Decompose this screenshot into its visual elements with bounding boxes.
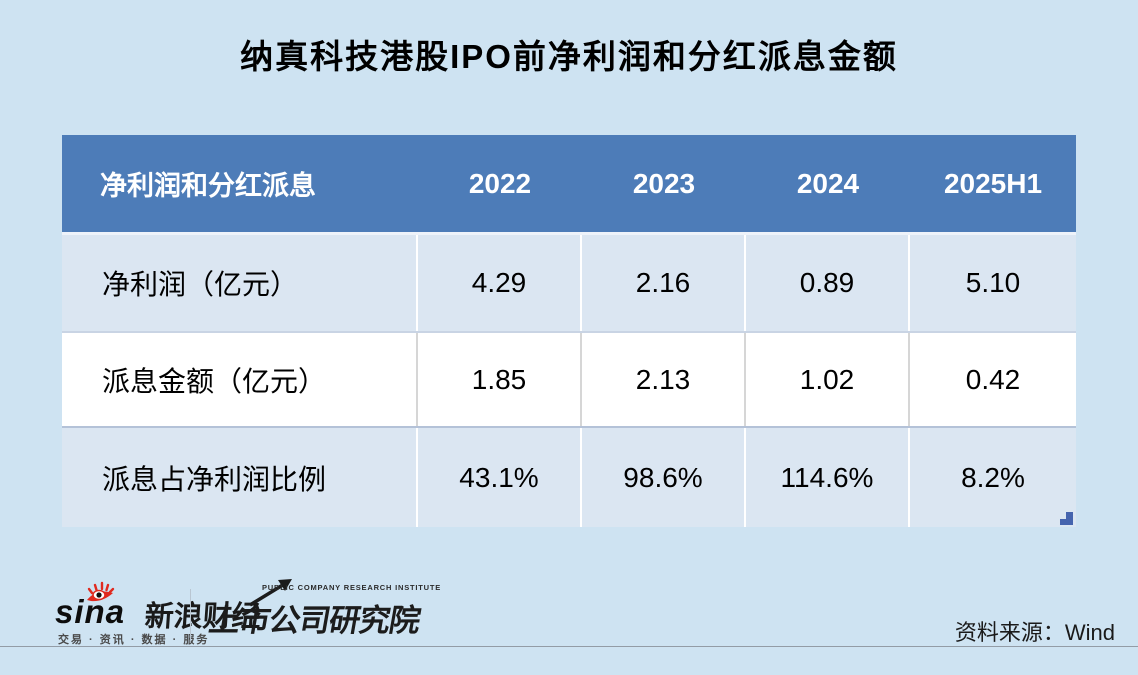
table-header-row: 净利润和分红派息 2022 2023 2024 2025H1 [62,135,1076,232]
data-source-label: 资料来源：Wind [954,620,1115,645]
row-label: 净利润（亿元） [62,235,418,331]
cell-value: 2.16 [582,235,746,331]
table-row-payout-ratio: 派息占净利润比例 43.1% 98.6% 114.6% 8.2% [62,426,1076,527]
resize-corner-icon [1060,512,1073,525]
header-cell-2022: 2022 [468,167,532,199]
sina-wordmark: sina [55,593,126,630]
sina-logo: sina [55,581,190,643]
cell-value: 2.13 [582,333,746,426]
header-cell-2025h1: 2025H1 [943,167,1043,199]
cell-value: 4.29 [418,235,582,331]
institute-name: 上市公司研究院 [206,603,423,638]
cell-value: 98.6% [582,428,746,527]
table-row-dividend-amount: 派息金额（亿元） 1.85 2.13 1.02 0.42 [62,331,1076,426]
institute-logo: PUBLIC COMPANY RESEARCH INSTITUTE 上市公司研究… [206,579,440,645]
header-cell-2023: 2023 [632,167,696,199]
data-table: 净利润和分红派息 2022 2023 2024 2025H1 净利润（亿元） 4… [62,135,1076,527]
header-cell-2024: 2024 [796,167,860,199]
cell-value: 0.89 [746,235,910,331]
institute-subtitle: PUBLIC COMPANY RESEARCH INSTITUTE [262,583,442,592]
cell-value: 8.2% [961,461,1025,493]
cell-value: 43.1% [418,428,582,527]
sina-tagline: 交易 · 资讯 · 数据 · 服务 [58,634,210,646]
row-label: 派息占净利润比例 [62,428,418,527]
footer-rule [0,646,1138,647]
row-label: 派息金额（亿元） [62,333,418,426]
table-row-net-profit: 净利润（亿元） 4.29 2.16 0.89 5.10 [62,232,1076,331]
arrow-up-icon [249,579,292,607]
footer-divider [190,589,191,641]
cell-value: 1.85 [418,333,582,426]
cell-value: 5.10 [965,267,1021,298]
cell-value: 114.6% [746,428,910,527]
cell-value: 0.42 [965,363,1021,395]
page-title: 纳真科技港股IPO前净利润和分红派息金额 [240,38,898,75]
header-cell-metric: 净利润和分红派息 [100,171,316,201]
cell-value: 1.02 [746,333,910,426]
sina-eye-icon [87,581,115,602]
